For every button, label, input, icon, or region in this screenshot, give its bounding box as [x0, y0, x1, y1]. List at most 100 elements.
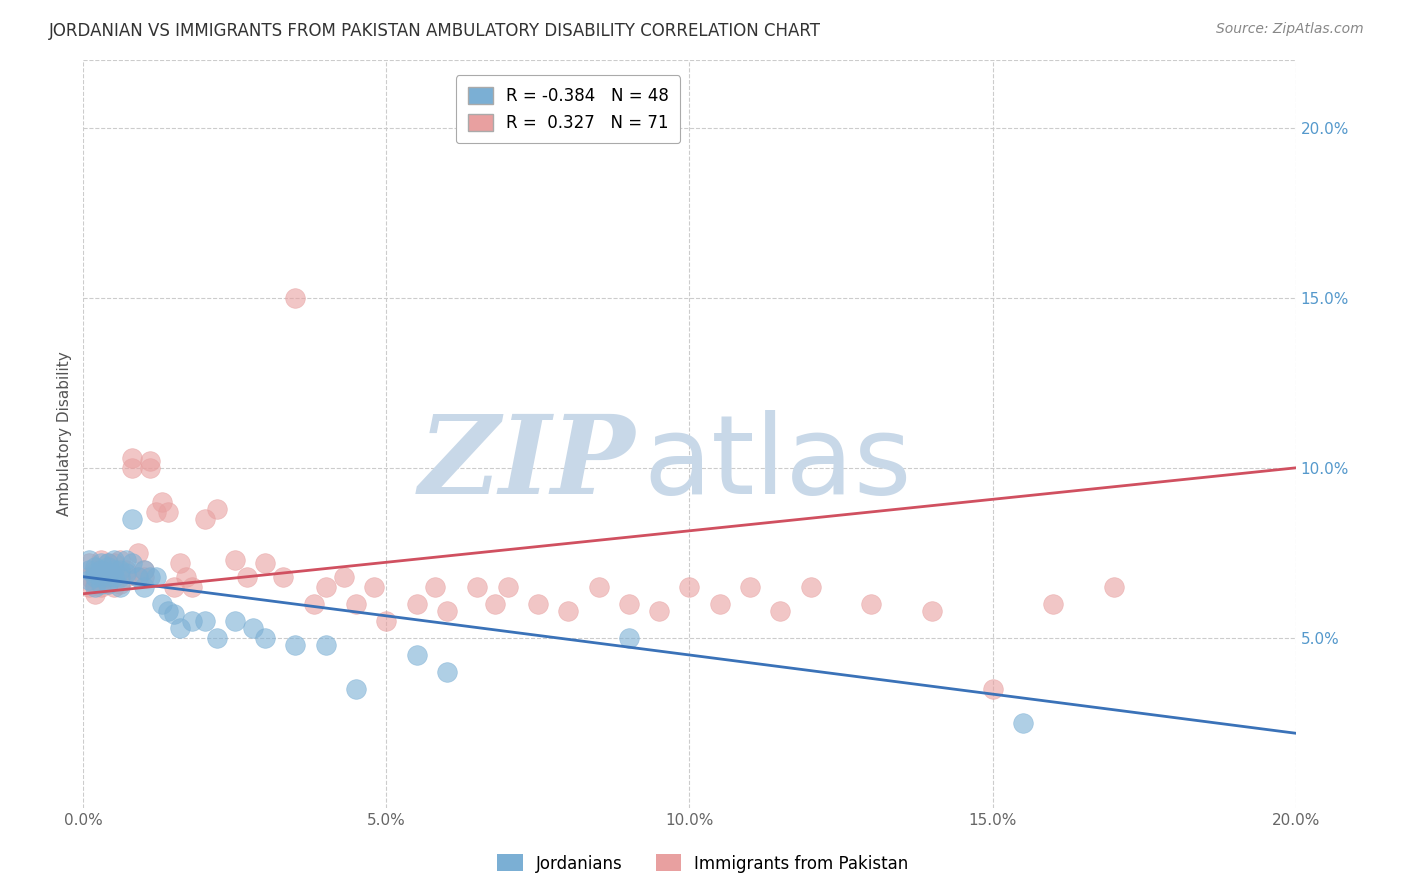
- Text: atlas: atlas: [644, 410, 912, 517]
- Point: [405, 597, 427, 611]
- Point: [145, 570, 167, 584]
- Point: [127, 570, 149, 584]
- Point: [114, 566, 136, 581]
- Point: [84, 570, 107, 584]
- Point: [617, 631, 640, 645]
- Point: [181, 580, 204, 594]
- Point: [588, 580, 610, 594]
- Point: [163, 607, 186, 622]
- Point: [139, 454, 162, 468]
- Point: [284, 291, 307, 305]
- Point: [114, 552, 136, 566]
- Point: [315, 638, 337, 652]
- Point: [860, 597, 883, 611]
- Point: [139, 570, 162, 584]
- Point: [96, 563, 118, 577]
- Point: [90, 552, 112, 566]
- Point: [484, 597, 506, 611]
- Point: [1011, 716, 1033, 731]
- Point: [769, 604, 792, 618]
- Point: [121, 556, 143, 570]
- Point: [709, 597, 731, 611]
- Point: [176, 570, 198, 584]
- Point: [108, 580, 131, 594]
- Point: [617, 597, 640, 611]
- Point: [405, 648, 427, 662]
- Point: [96, 556, 118, 570]
- Point: [205, 501, 228, 516]
- Point: [527, 597, 550, 611]
- Point: [284, 638, 307, 652]
- Point: [157, 604, 180, 618]
- Point: [557, 604, 579, 618]
- Point: [465, 580, 488, 594]
- Point: [145, 505, 167, 519]
- Point: [79, 570, 101, 584]
- Point: [84, 587, 107, 601]
- Point: [84, 570, 107, 584]
- Point: [79, 556, 101, 570]
- Point: [921, 604, 943, 618]
- Point: [738, 580, 761, 594]
- Point: [96, 556, 118, 570]
- Point: [436, 604, 458, 618]
- Point: [224, 614, 246, 628]
- Point: [224, 552, 246, 566]
- Point: [139, 461, 162, 475]
- Point: [103, 570, 125, 584]
- Point: [150, 597, 173, 611]
- Point: [79, 573, 101, 587]
- Point: [79, 580, 101, 594]
- Point: [375, 614, 398, 628]
- Point: [254, 631, 277, 645]
- Point: [315, 580, 337, 594]
- Text: JORDANIAN VS IMMIGRANTS FROM PAKISTAN AMBULATORY DISABILITY CORRELATION CHART: JORDANIAN VS IMMIGRANTS FROM PAKISTAN AM…: [49, 22, 821, 40]
- Legend: R = -0.384   N = 48, R =  0.327   N = 71: R = -0.384 N = 48, R = 0.327 N = 71: [456, 76, 681, 144]
- Point: [132, 563, 155, 577]
- Point: [121, 461, 143, 475]
- Point: [96, 570, 118, 584]
- Point: [344, 597, 367, 611]
- Point: [273, 570, 295, 584]
- Legend: Jordanians, Immigrants from Pakistan: Jordanians, Immigrants from Pakistan: [491, 847, 915, 880]
- Text: Source: ZipAtlas.com: Source: ZipAtlas.com: [1216, 22, 1364, 37]
- Point: [678, 580, 700, 594]
- Point: [84, 576, 107, 591]
- Point: [150, 495, 173, 509]
- Point: [121, 512, 143, 526]
- Point: [90, 570, 112, 584]
- Point: [103, 556, 125, 570]
- Point: [84, 563, 107, 577]
- Point: [436, 665, 458, 679]
- Point: [90, 580, 112, 594]
- Point: [132, 580, 155, 594]
- Point: [169, 621, 191, 635]
- Point: [114, 570, 136, 584]
- Point: [163, 580, 186, 594]
- Point: [90, 556, 112, 570]
- Point: [254, 556, 277, 570]
- Point: [333, 570, 356, 584]
- Point: [79, 563, 101, 577]
- Text: ZIP: ZIP: [418, 410, 636, 517]
- Point: [103, 552, 125, 566]
- Point: [108, 552, 131, 566]
- Point: [193, 512, 215, 526]
- Point: [363, 580, 385, 594]
- Point: [169, 556, 191, 570]
- Point: [96, 576, 118, 591]
- Point: [90, 563, 112, 577]
- Point: [205, 631, 228, 645]
- Point: [84, 566, 107, 581]
- Point: [236, 570, 259, 584]
- Point: [800, 580, 823, 594]
- Point: [127, 546, 149, 560]
- Point: [96, 559, 118, 574]
- Point: [157, 505, 180, 519]
- Point: [90, 576, 112, 591]
- Point: [108, 566, 131, 581]
- Point: [90, 566, 112, 581]
- Point: [103, 563, 125, 577]
- Point: [84, 580, 107, 594]
- Point: [103, 580, 125, 594]
